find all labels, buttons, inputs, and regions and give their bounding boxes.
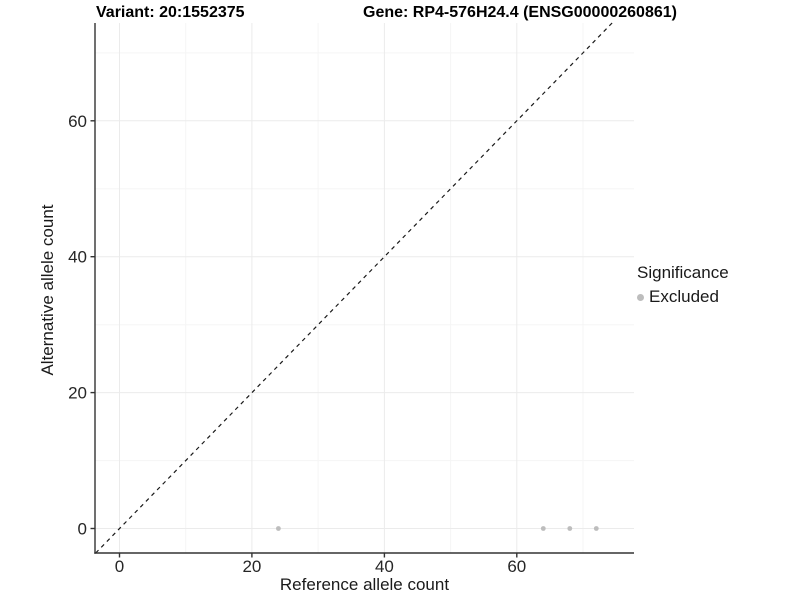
y-axis-ticks: 0 20 40 60 — [68, 112, 95, 539]
y-tick-label: 60 — [68, 112, 87, 131]
minor-gridlines — [95, 23, 634, 553]
x-tick-label: 20 — [242, 557, 261, 576]
legend-title: Significance — [637, 263, 729, 282]
x-axis-title: Reference allele count — [279, 575, 450, 594]
y-tick-label: 0 — [78, 520, 87, 539]
x-tick-label: 60 — [507, 557, 526, 576]
variant-title: Variant: 20:1552375 — [96, 4, 245, 21]
data-point — [540, 526, 546, 531]
legend-key-dot — [637, 293, 644, 301]
identity-line — [95, 22, 613, 554]
data-point — [276, 526, 281, 531]
data-point — [567, 526, 573, 531]
y-axis-title: Alternative allele count — [38, 204, 57, 376]
y-tick-label: 40 — [68, 248, 87, 267]
major-gridlines — [95, 23, 634, 553]
x-tick-label: 0 — [115, 557, 124, 576]
gene-title: Gene: RP4-576H24.4 (ENSG00000260861) — [363, 4, 677, 21]
data-points — [276, 526, 599, 531]
data-point — [593, 526, 599, 531]
legend-item-excluded: Excluded — [637, 287, 797, 307]
legend: Significance Excluded — [637, 263, 797, 307]
y-tick-label: 20 — [68, 384, 87, 403]
x-axis-ticks: 0 20 40 60 — [115, 553, 526, 576]
x-tick-label: 40 — [375, 557, 394, 576]
legend-item-label: Excluded — [649, 287, 719, 306]
axis-lines — [94, 23, 634, 554]
